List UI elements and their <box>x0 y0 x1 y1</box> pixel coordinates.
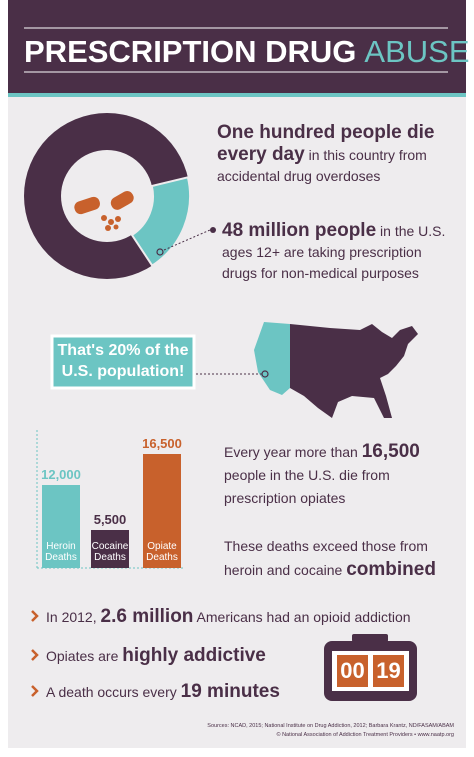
timer-minutes: 00 <box>340 658 364 683</box>
powder <box>108 219 114 225</box>
bar: Heroin Deaths <box>42 485 80 568</box>
fact-text: in this country from accidental drug ove… <box>217 147 427 184</box>
title-light: ABUSE <box>364 34 469 69</box>
value-label: 16,500 <box>142 436 182 452</box>
pill <box>74 196 100 215</box>
chevrons <box>31 610 39 697</box>
map-main <box>290 324 418 418</box>
powder <box>115 216 121 222</box>
header-bg <box>8 0 466 93</box>
text: These deaths exceed those from heroin an… <box>224 538 428 578</box>
header-rule <box>8 93 466 97</box>
text-bold: 2.6 million <box>100 606 194 627</box>
donut-hole <box>61 150 153 242</box>
value-label: 12,000 <box>41 467 81 483</box>
text: A death occurs every <box>46 684 181 700</box>
category-label: Cocaine Deaths <box>91 540 129 563</box>
category-label: Heroin Deaths <box>45 540 77 563</box>
fact-bold: One hundred people die every day <box>217 122 435 165</box>
text: Every year more than <box>224 444 362 460</box>
donut-segment <box>130 176 191 267</box>
callout-box <box>50 334 196 390</box>
opiates-text: Every year more than 16,500 people in th… <box>224 440 454 510</box>
text: people in the U.S. die from prescription… <box>224 467 390 506</box>
bar: Opiate Deaths <box>143 454 181 568</box>
timer-handle <box>352 634 388 642</box>
powder <box>101 215 107 221</box>
text: Opiates are <box>46 648 123 664</box>
title-bold: PRESCRIPTION DRUG <box>24 34 356 69</box>
text-bold: 16,500 <box>361 441 420 462</box>
text-bold: highly addictive <box>122 645 266 666</box>
text: Americans had an opioid addiction <box>193 609 411 625</box>
bullet: Opiates are highly addictive <box>46 645 316 667</box>
fact: 48 million people in the U.S. ages 12+ a… <box>222 220 452 284</box>
source: Sources: NCAD, 2015; National Institute … <box>207 723 454 729</box>
text: In 2012, <box>46 609 101 625</box>
source: © National Association of Addiction Trea… <box>276 732 455 738</box>
sources: Sources: NCAD, 2015; National Institute … <box>207 722 454 740</box>
fact: One hundred people die every day in this… <box>217 122 457 187</box>
bullet: In 2012, 2.6 million Americans had an op… <box>46 606 426 628</box>
title: PRESCRIPTION DRUG ABUSE <box>24 34 470 69</box>
combined-text: These deaths exceed those from heroin an… <box>224 535 454 582</box>
pointer-dot <box>156 248 164 256</box>
timer-digit-bg <box>373 655 404 687</box>
bullet-dot <box>210 227 216 233</box>
bar: Cocaine Deaths <box>91 530 129 568</box>
category-label: Opiate Deaths <box>146 540 178 563</box>
fact-bold: 48 million people <box>222 220 377 241</box>
pointer <box>163 229 211 251</box>
timer-seconds: 19 <box>376 658 400 683</box>
powder <box>105 225 111 231</box>
pill <box>110 191 134 210</box>
powder <box>113 224 119 230</box>
callout: That's 20% of the U.S. population! <box>57 342 189 380</box>
fact-text: in the U.S. ages 12+ are taking prescrip… <box>222 223 446 281</box>
text-bold: combined <box>346 559 436 580</box>
text-bold: 19 minutes <box>180 681 280 702</box>
timer-digit-bg <box>337 655 368 687</box>
value-label: 5,500 <box>93 512 127 528</box>
bullet: A death occurs every 19 minutes <box>46 681 316 703</box>
